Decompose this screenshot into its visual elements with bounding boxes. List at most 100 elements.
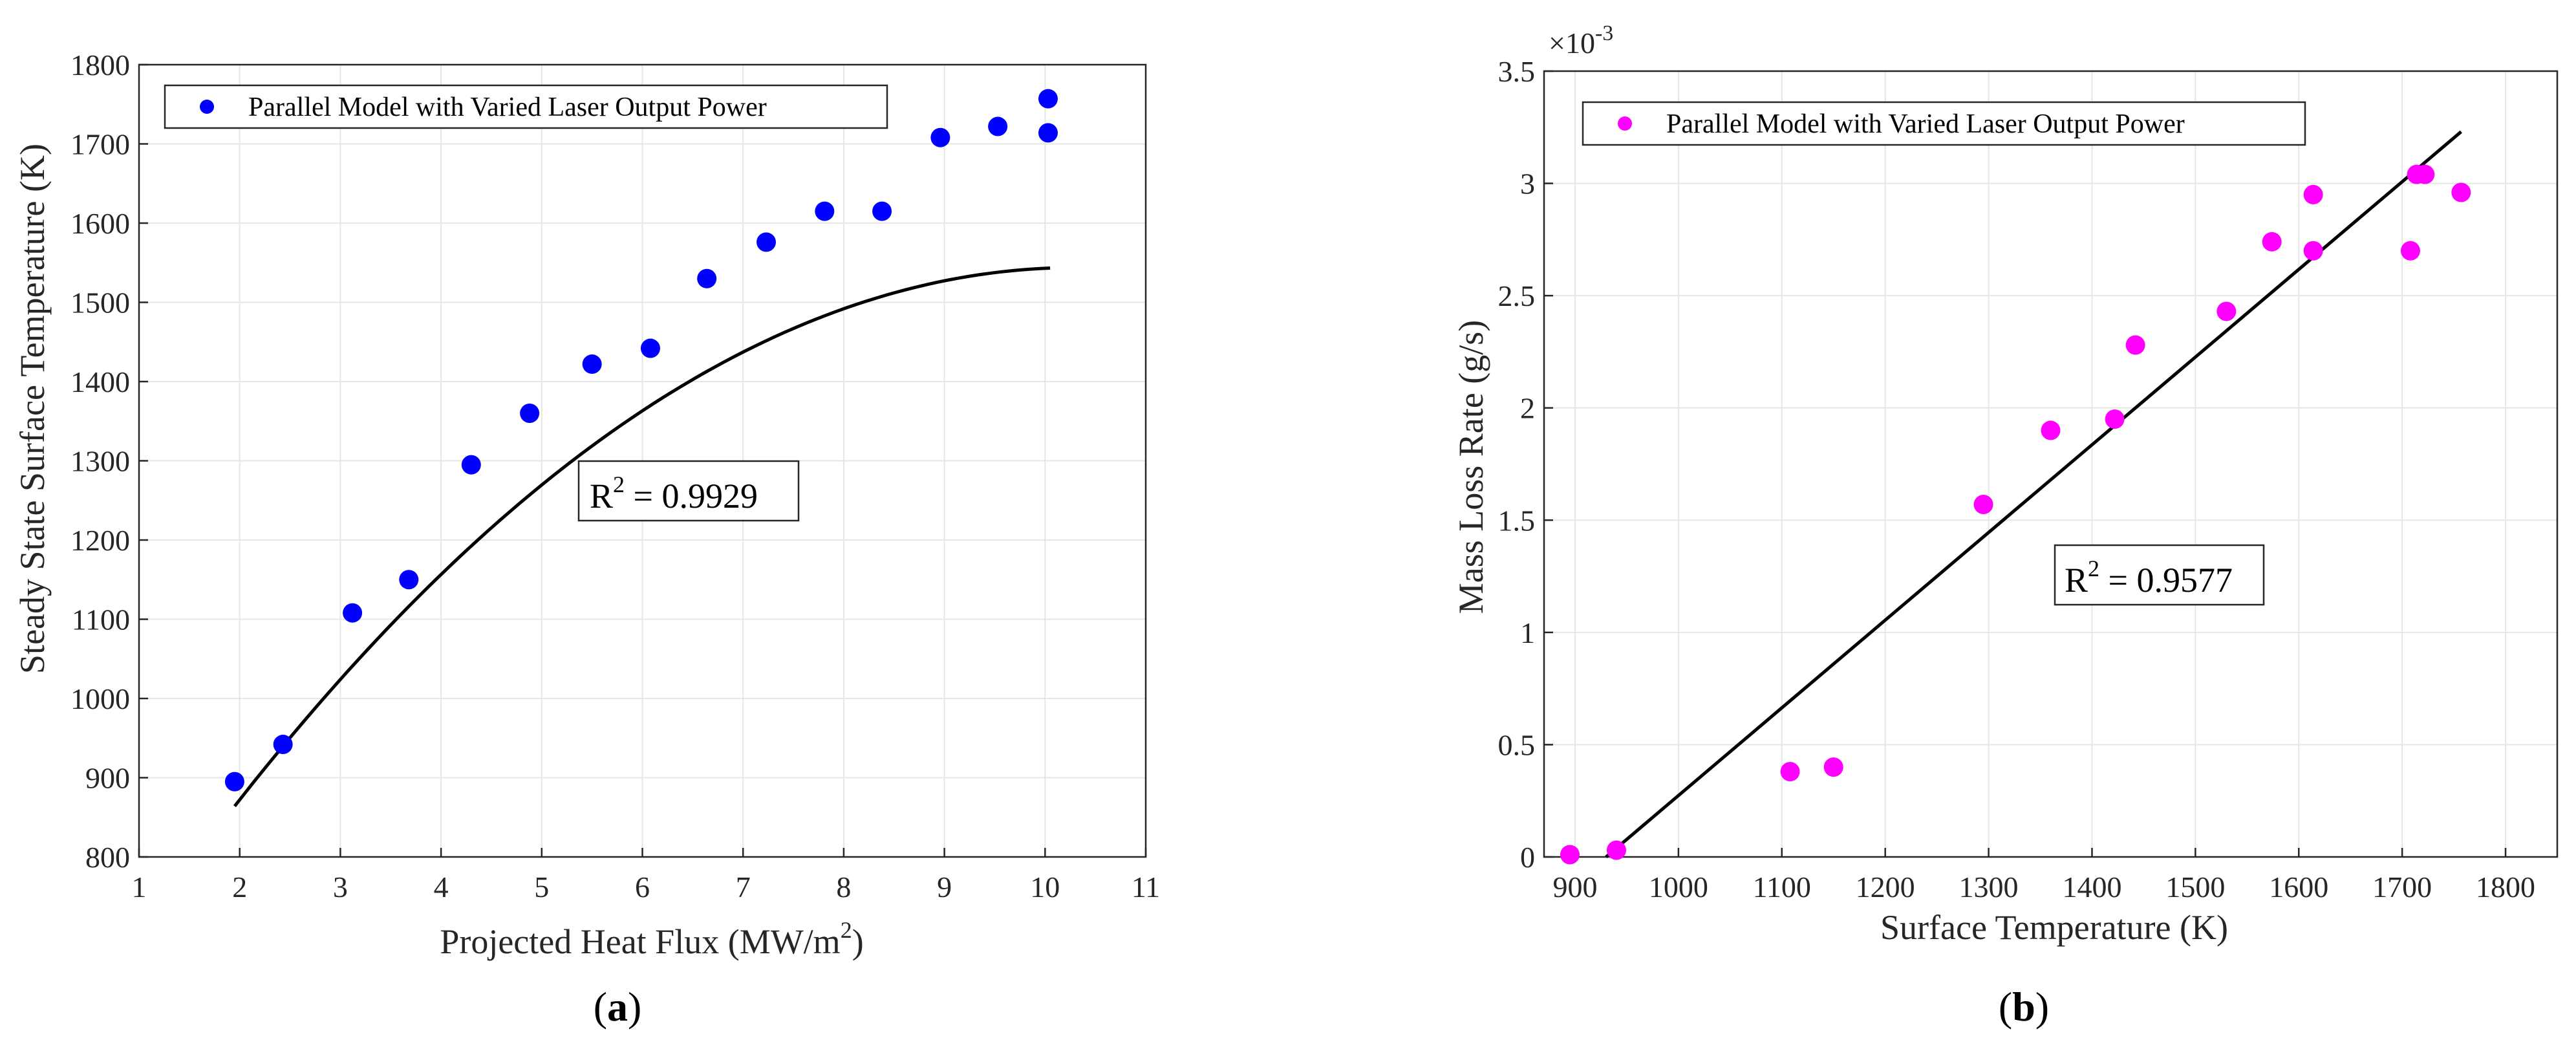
y-tick-label-b: 0: [1520, 841, 1535, 874]
x-label-end-a: ): [852, 922, 864, 961]
y-tick-label-b: 3: [1520, 168, 1535, 200]
r2-value-b: = 0.9577: [2099, 561, 2233, 600]
data-point-b: [2041, 420, 2061, 440]
data-point-a: [697, 268, 717, 288]
data-point-b: [2216, 301, 2237, 321]
x-tick-label-a: 3: [333, 871, 348, 903]
data-point-a: [461, 455, 481, 475]
data-point-a: [930, 127, 950, 147]
gridlines-b: [1544, 70, 2557, 858]
r2-sup-b: 2: [2088, 556, 2099, 581]
y-tick-label-a: 1200: [70, 524, 130, 557]
x-tick-label-b: 1800: [2476, 871, 2535, 903]
x-axis-label-a: Projected Heat Flux (MW/m2): [440, 917, 863, 961]
data-point-a: [815, 201, 835, 221]
y-tick-label-a: 1300: [70, 445, 130, 478]
x-tick-label-a: 2: [232, 871, 247, 903]
legend-box-a: [164, 84, 888, 129]
chart-a: 1 2 3 4 5 6 7 8 9 10 11 800 900 1000 1100 1200 1300 1400 1…: [13, 49, 1160, 1030]
r2-box-b: [2054, 544, 2265, 606]
data-point-a: [988, 116, 1008, 136]
r2-base-a: R: [590, 477, 613, 515]
y-tick-label-a: 1600: [70, 207, 130, 240]
fit-curve-a: [233, 266, 1051, 808]
data-point-b: [2105, 409, 2125, 429]
y-tick-label-a: 1800: [70, 49, 130, 81]
legend-label-a: Parallel Model with Varied Laser Output …: [248, 92, 767, 122]
x-tick-label-b: 1000: [1649, 871, 1708, 903]
y-tick-label-b: 1: [1520, 616, 1535, 649]
legend-marker-a: [200, 100, 214, 114]
y-exponent-base-b: ×10: [1549, 27, 1595, 59]
x-tick-label-a: 4: [434, 871, 449, 903]
y-tick-label-a: 1000: [70, 682, 130, 715]
y-tick-label-b: 2.5: [1498, 279, 1536, 312]
legend-marker-b: [1618, 116, 1632, 131]
data-point-a: [224, 772, 244, 792]
y-tick-label-a: 1400: [70, 365, 130, 398]
x-tick-label-a: 7: [736, 871, 751, 903]
data-point-a: [343, 603, 363, 623]
r2-text-b: R2 = 0.9577: [2065, 556, 2233, 600]
y-tick-label-a: 800: [85, 841, 130, 874]
data-point-a: [640, 338, 660, 358]
x-tick-label-b: 1200: [1856, 871, 1915, 903]
data-point-b: [1780, 762, 1800, 782]
data-point-b: [2262, 232, 2282, 252]
data-point-b: [1606, 840, 1626, 860]
x-tick-label-a: 8: [836, 871, 851, 903]
x-label-sup-a: 2: [841, 917, 852, 943]
data-point-a: [399, 570, 419, 590]
x-tick-label-b: 1500: [2165, 871, 2225, 903]
data-point-a: [872, 201, 892, 221]
y-exponent-power-b: -3: [1595, 21, 1613, 45]
data-point-b: [1823, 757, 1843, 777]
data-point-a: [582, 354, 602, 374]
points-a: [224, 89, 1058, 792]
x-tick-label-a: 5: [534, 871, 549, 903]
chart-b: 900 1000 1100 1200 1300 1400 1500 1600 1700 1800 0…: [1452, 21, 2559, 1030]
x-tick-label-b: 1100: [1753, 871, 1811, 903]
ticks-b: 900 1000 1100 1200 1300 1400 1500 1600 1700 1800 0…: [1498, 55, 2536, 903]
y-axis-label-b: Mass Loss Rate (g/s): [1452, 320, 1490, 614]
panel-letter-a: a: [607, 984, 628, 1030]
y-tick-label-b: 0.5: [1498, 728, 1536, 761]
fit-line-b: [1605, 130, 2462, 858]
x-tick-label-b: 1300: [1959, 871, 2019, 903]
x-axis-label-b: Surface Temperature (K): [1880, 908, 2228, 947]
y-tick-label-b: 1.5: [1498, 504, 1536, 537]
r2-sup-a: 2: [613, 471, 625, 497]
data-point-b: [1560, 845, 1580, 865]
y-axis-label-a: Steady State Surface Temperature (K): [13, 144, 52, 674]
r2-box-a: [577, 460, 800, 522]
data-point-b: [1973, 494, 1993, 514]
data-point-b: [2125, 335, 2145, 355]
x-tick-label-a: 1: [132, 871, 147, 903]
data-point-a: [1038, 89, 1058, 109]
axes-box-b: [1543, 70, 2559, 858]
legend-label-b: Parallel Model with Varied Laser Output …: [1666, 109, 2185, 139]
x-tick-label-b: 1400: [2062, 871, 2121, 903]
y-tick-label-a: 1700: [70, 128, 130, 161]
x-tick-label-a: 10: [1030, 871, 1060, 903]
y-exponent-b: ×10-3: [1549, 21, 1613, 59]
data-point-a: [1038, 123, 1058, 143]
data-point-a: [757, 232, 777, 252]
data-point-a: [520, 404, 540, 423]
points-b: [1560, 164, 2471, 865]
data-point-a: [273, 735, 293, 755]
data-point-b: [2303, 184, 2323, 204]
x-tick-label-a: 11: [1132, 871, 1160, 903]
r2-base-b: R: [2065, 561, 2088, 600]
y-tick-label-a: 1100: [72, 603, 130, 636]
data-point-b: [2451, 182, 2471, 202]
x-label-main-a: Projected Heat Flux (MW/m: [440, 922, 840, 961]
x-tick-label-b: 900: [1552, 871, 1597, 903]
legend-box-b: [1582, 101, 2306, 146]
data-point-b: [2400, 241, 2420, 261]
x-tick-label-a: 9: [937, 871, 952, 903]
y-tick-label-b: 3.5: [1498, 55, 1536, 88]
r2-text-a: R2 = 0.9929: [590, 471, 758, 515]
y-tick-label-b: 2: [1520, 392, 1535, 425]
